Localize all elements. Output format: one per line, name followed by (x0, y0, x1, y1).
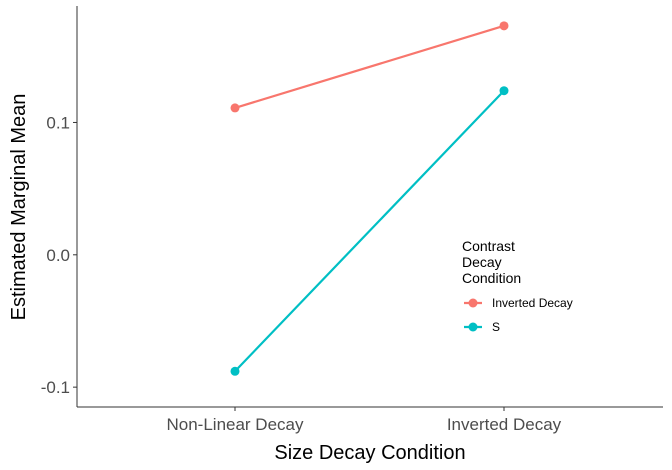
series-layer (230, 21, 509, 376)
series-1-point-1 (230, 103, 240, 113)
y-tick-label: -0.1 (41, 378, 70, 397)
legend-label: S (492, 320, 500, 334)
x-ticks: Non-Linear Decay Inverted Decay (166, 407, 562, 434)
x-tick-label: Non-Linear Decay (166, 415, 304, 434)
legend-title-line-2: Decay (462, 254, 502, 270)
legend-items: Inverted Decay S (464, 296, 573, 334)
series-line-1 (234, 24, 505, 109)
series-1-point-2 (499, 21, 509, 31)
y-tick-label: 0.1 (46, 113, 70, 132)
legend-key-point (468, 298, 478, 308)
series-2-point-2 (499, 86, 509, 96)
legend-title-line-3: Condition (462, 270, 521, 286)
legend-label: Inverted Decay (492, 296, 573, 310)
y-ticks: 0.1 0.0 -0.1 (41, 113, 77, 397)
y-tick-label: 0.0 (46, 246, 70, 265)
legend-title-line-1: Contrast (462, 238, 515, 254)
series-line-2 (234, 89, 505, 373)
x-axis-title: Size Decay Condition (274, 442, 465, 464)
series-2-point-1 (230, 366, 240, 376)
legend-key-point (468, 322, 478, 332)
axes (76, 6, 663, 408)
y-axis-title: Estimated Marginal Mean (8, 94, 30, 321)
x-tick-label: Inverted Decay (447, 415, 562, 434)
legend: Contrast Decay Condition Inverted Decay S (462, 238, 573, 334)
